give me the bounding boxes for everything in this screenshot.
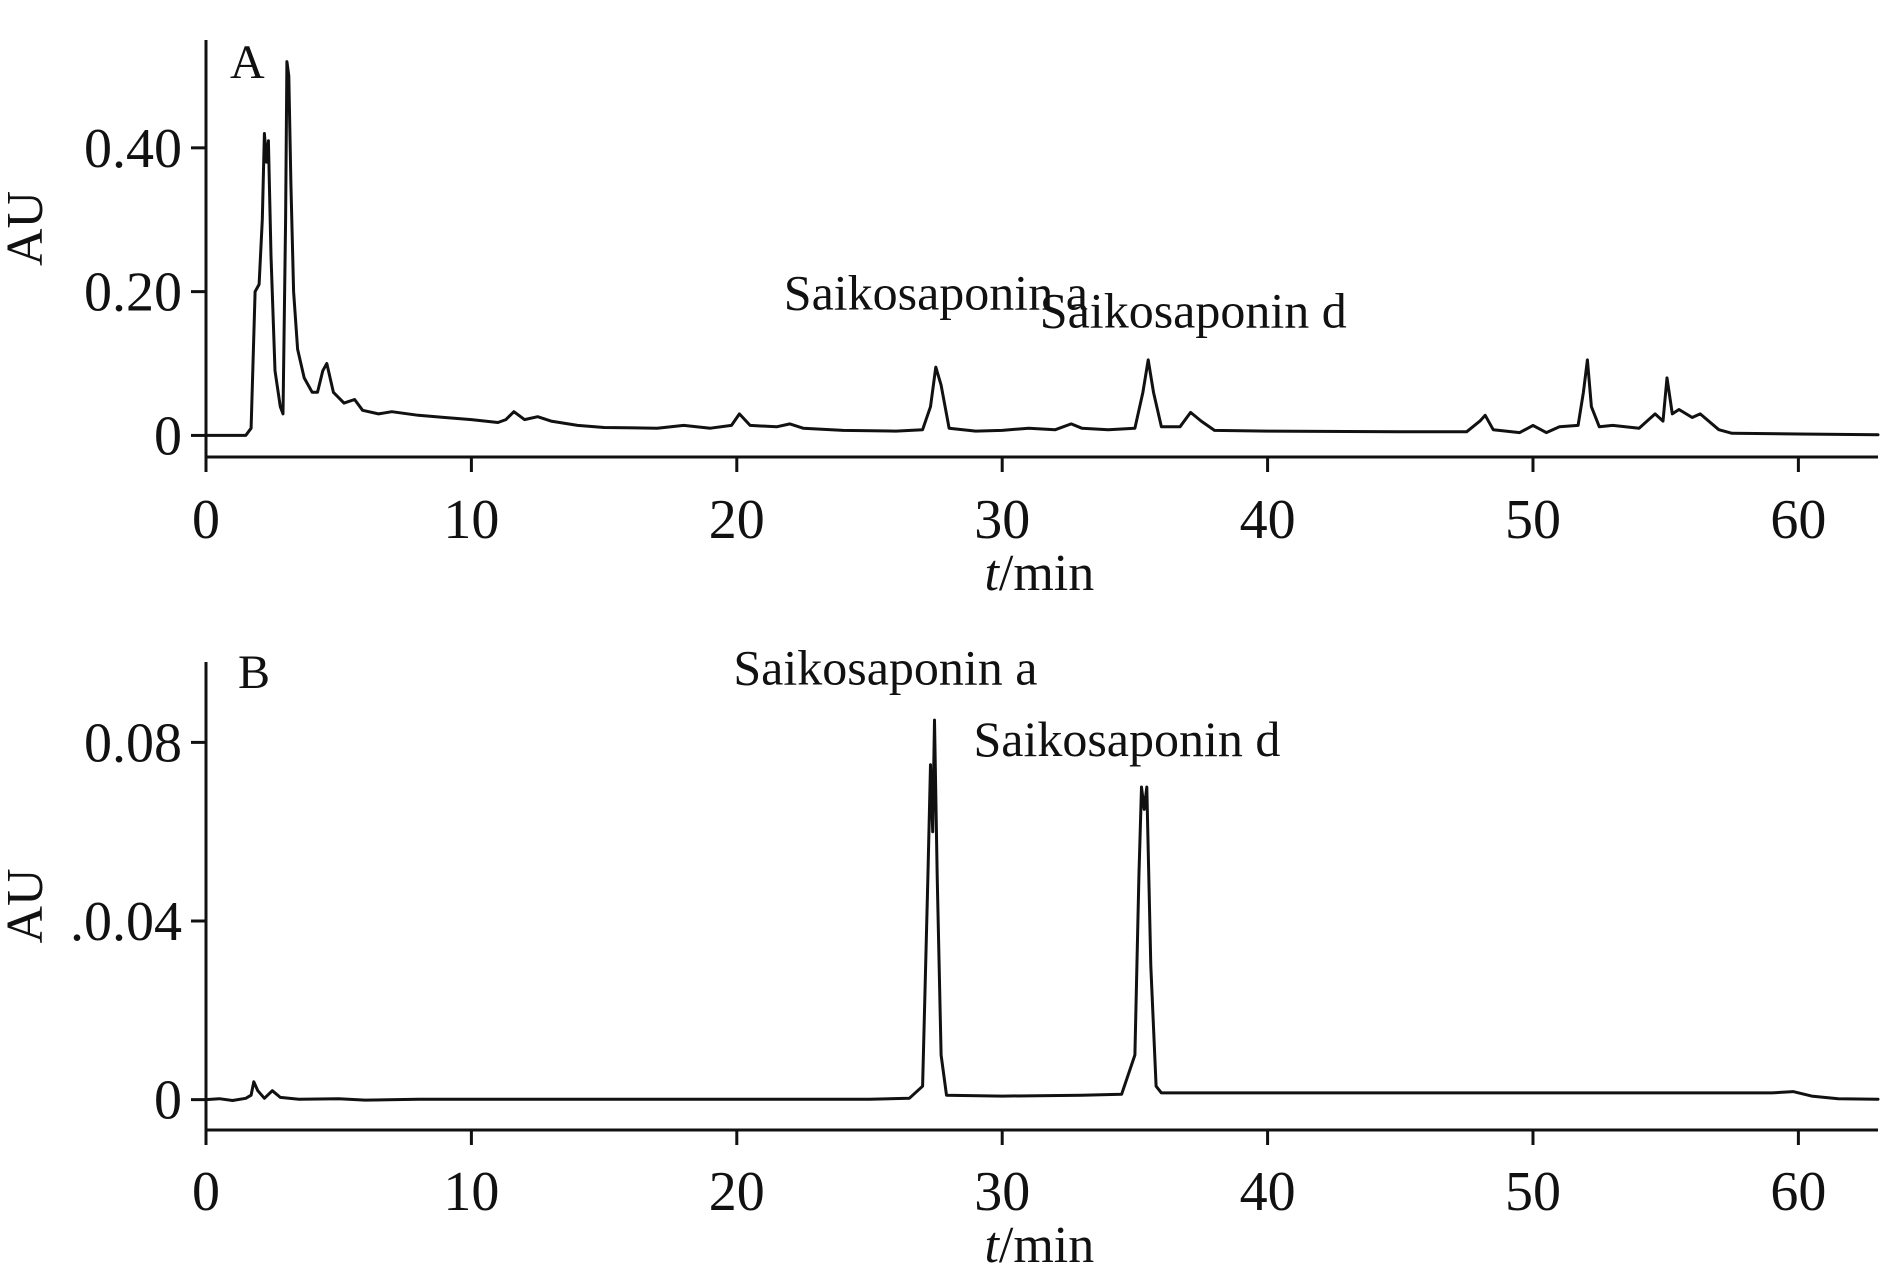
panel-b: 0 10 20 30 40 50 60 0 .0.04 0.08 AU t/min B Saikosapo… [0, 639, 1880, 1271]
peak-annotation: Saikosaponin a [733, 639, 1037, 695]
y-tick-label: 0 [154, 1070, 182, 1132]
x-tick-label: 40 [1240, 1161, 1296, 1223]
x-tick-label: 40 [1240, 489, 1296, 551]
x-axis-label-variable: t [984, 545, 1000, 602]
x-tick-label: 60 [1770, 489, 1826, 551]
x-tick-label: 30 [974, 489, 1030, 551]
y-tick-label: 0.08 [84, 712, 182, 774]
x-tick-label: 50 [1505, 489, 1561, 551]
y-tick-label: 0 [154, 405, 182, 467]
y-axis-label: AU [0, 868, 54, 943]
x-axis-label-variable: t [984, 1217, 1000, 1271]
x-tick-label: 0 [192, 489, 220, 551]
y-tick-label: .0.04 [70, 891, 182, 953]
x-tick-label: 30 [974, 1161, 1030, 1223]
x-tick-label: 0 [192, 1161, 220, 1223]
x-tick-label: 60 [1770, 1161, 1826, 1223]
x-axis-label: t/min [984, 545, 1094, 602]
peak-annotation: Saikosaponin d [973, 711, 1280, 767]
x-axis-label: t/min [984, 1217, 1094, 1271]
x-axis-label-unit: /min [999, 1217, 1094, 1271]
x-tick-label: 10 [443, 1161, 499, 1223]
x-tick-label: 10 [443, 489, 499, 551]
peak-annotation: Saikosaponin a [784, 265, 1088, 321]
y-tick-label: 0.20 [84, 262, 182, 324]
peak-annotation: Saikosaponin d [1040, 283, 1347, 339]
chromatogram-trace [204, 718, 1880, 1102]
panel-label: A [230, 36, 265, 89]
panel-label: B [238, 646, 270, 699]
x-tick-label: 20 [709, 489, 765, 551]
panel-a: 0 10 20 30 40 50 60 0 0.20 0.40 AU t/min A Saikosapon… [0, 36, 1880, 602]
x-axis-label-unit: /min [999, 545, 1094, 602]
y-tick-label: 0.40 [84, 118, 182, 180]
x-tick-label: 20 [709, 1161, 765, 1223]
chromatogram-trace [204, 60, 1880, 437]
x-tick-label: 50 [1505, 1161, 1561, 1223]
y-axis-label: AU [0, 191, 54, 266]
